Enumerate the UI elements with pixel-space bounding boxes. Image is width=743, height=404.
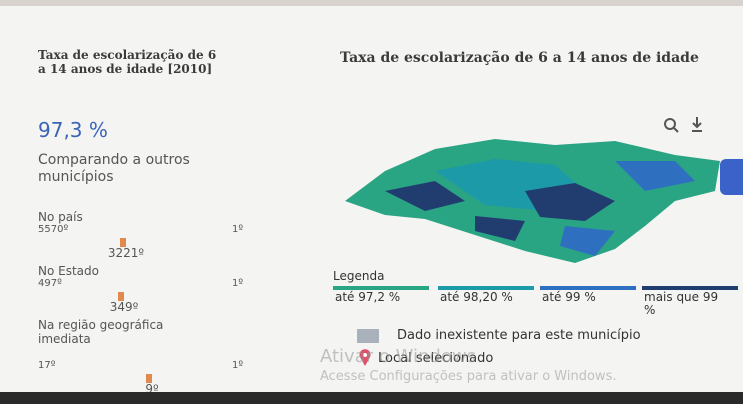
ranking-total: 5570º: [38, 224, 68, 235]
no-data-swatch: [357, 329, 379, 343]
ranking-top: 1º: [232, 224, 243, 235]
ranking-position: 9º: [132, 382, 172, 392]
screen: Taxa de escolarização de 6 a 14 anos de …: [0, 0, 743, 392]
ranking-label: No Estado: [38, 264, 178, 278]
legend-label: mais que 99 %: [644, 291, 722, 317]
ranking-label: Na região geográfica imediata: [38, 318, 178, 346]
no-data-label: Dado inexistente para este município: [397, 328, 697, 345]
watermark-text: Acesse Configurações para ativar o Windo…: [320, 368, 740, 385]
legend-label: até 98,20 %: [440, 291, 518, 304]
ranking-position: 3221º: [106, 246, 146, 260]
legend-label: até 99 %: [542, 291, 620, 304]
ranking-label: No país: [38, 210, 178, 224]
indicator-value: 97,3 %: [38, 118, 108, 142]
indicator-title: Taxa de escolarização de 6 a 14 anos de …: [38, 48, 228, 76]
ranking-top: 1º: [232, 278, 243, 289]
ranking-position: 349º: [104, 300, 144, 314]
download-icon[interactable]: [692, 117, 702, 131]
side-button[interactable]: [720, 159, 743, 195]
legend-heading: Legenda: [333, 269, 384, 283]
map: [325, 131, 743, 271]
ranking-total: 17º: [38, 360, 55, 371]
ranking-top: 1º: [232, 360, 243, 371]
zoom-icon[interactable]: [665, 119, 675, 129]
ranking-total: 497º: [38, 278, 62, 289]
legend-label: até 97,2 %: [335, 291, 413, 304]
watermark-title: Ativar o Windows: [320, 346, 476, 367]
panel-title: Taxa de escolarização de 6 a 14 anos de …: [340, 50, 730, 67]
compare-heading: Comparando a outros municípios: [38, 152, 228, 186]
page: Taxa de escolarização de 6 a 14 anos de …: [0, 0, 743, 404]
